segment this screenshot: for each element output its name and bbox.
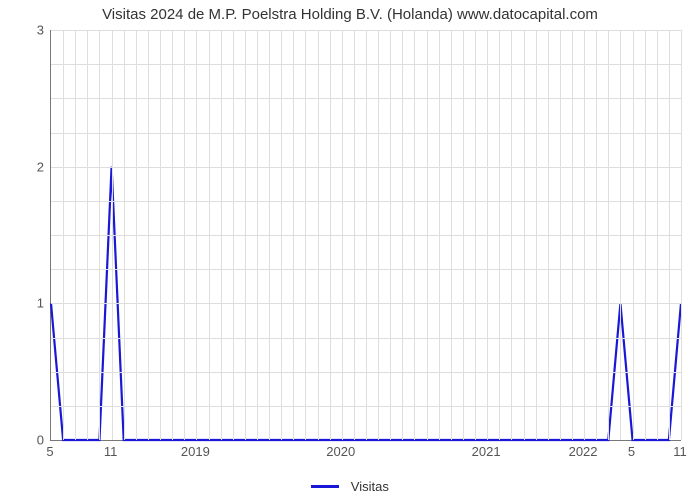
gridline-v — [548, 30, 549, 440]
gridline-v — [245, 30, 246, 440]
gridline-v — [160, 30, 161, 440]
gridline-v — [124, 30, 125, 440]
visits-chart: Visitas 2024 de M.P. Poelstra Holding B.… — [0, 0, 700, 500]
gridline-v — [463, 30, 464, 440]
legend: Visitas — [0, 478, 700, 494]
gridline-v — [75, 30, 76, 440]
gridline-v — [136, 30, 137, 440]
x-tick-label: 2022 — [569, 444, 598, 459]
gridline-v — [572, 30, 573, 440]
gridline-v — [366, 30, 367, 440]
gridline-v — [536, 30, 537, 440]
gridline-v — [330, 30, 331, 440]
x-tick-label: 5 — [46, 444, 53, 459]
gridline-v — [209, 30, 210, 440]
gridline-v — [148, 30, 149, 440]
gridline-v — [112, 30, 113, 440]
gridline-v — [633, 30, 634, 440]
gridline-v — [63, 30, 64, 440]
x-tick-label: 2021 — [472, 444, 501, 459]
y-tick-label: 0 — [14, 433, 44, 448]
gridline-v — [378, 30, 379, 440]
gridline-v — [669, 30, 670, 440]
gridline-v — [560, 30, 561, 440]
gridline-v — [196, 30, 197, 440]
gridline-v — [475, 30, 476, 440]
gridline-v — [427, 30, 428, 440]
y-tick-label: 2 — [14, 159, 44, 174]
x-tick-label: 5 — [628, 444, 635, 459]
gridline-v — [233, 30, 234, 440]
gridline-v — [681, 30, 682, 440]
gridline-v — [354, 30, 355, 440]
x-tick-label: 11 — [673, 444, 687, 459]
x-tick-label: 2020 — [326, 444, 355, 459]
gridline-v — [87, 30, 88, 440]
gridline-v — [318, 30, 319, 440]
gridline-v — [439, 30, 440, 440]
gridline-v — [451, 30, 452, 440]
gridline-v — [99, 30, 100, 440]
plot-area — [50, 30, 681, 441]
legend-label: Visitas — [351, 479, 389, 494]
gridline-v — [172, 30, 173, 440]
gridline-v — [511, 30, 512, 440]
gridline-v — [184, 30, 185, 440]
gridline-v — [305, 30, 306, 440]
gridline-v — [657, 30, 658, 440]
legend-swatch — [311, 485, 339, 488]
x-tick-label: 11 — [104, 444, 118, 459]
y-tick-label: 3 — [14, 23, 44, 38]
gridline-v — [390, 30, 391, 440]
gridline-v — [596, 30, 597, 440]
gridline-v — [499, 30, 500, 440]
gridline-v — [269, 30, 270, 440]
gridline-v — [524, 30, 525, 440]
gridline-v — [221, 30, 222, 440]
x-tick-label: 2019 — [181, 444, 210, 459]
gridline-v — [281, 30, 282, 440]
gridline-v — [257, 30, 258, 440]
gridline-v — [608, 30, 609, 440]
gridline-v — [645, 30, 646, 440]
gridline-v — [293, 30, 294, 440]
gridline-v — [414, 30, 415, 440]
gridline-v — [342, 30, 343, 440]
gridline-v — [487, 30, 488, 440]
y-tick-label: 1 — [14, 296, 44, 311]
chart-title: Visitas 2024 de M.P. Poelstra Holding B.… — [0, 6, 700, 23]
gridline-v — [402, 30, 403, 440]
gridline-v — [620, 30, 621, 440]
gridline-v — [584, 30, 585, 440]
